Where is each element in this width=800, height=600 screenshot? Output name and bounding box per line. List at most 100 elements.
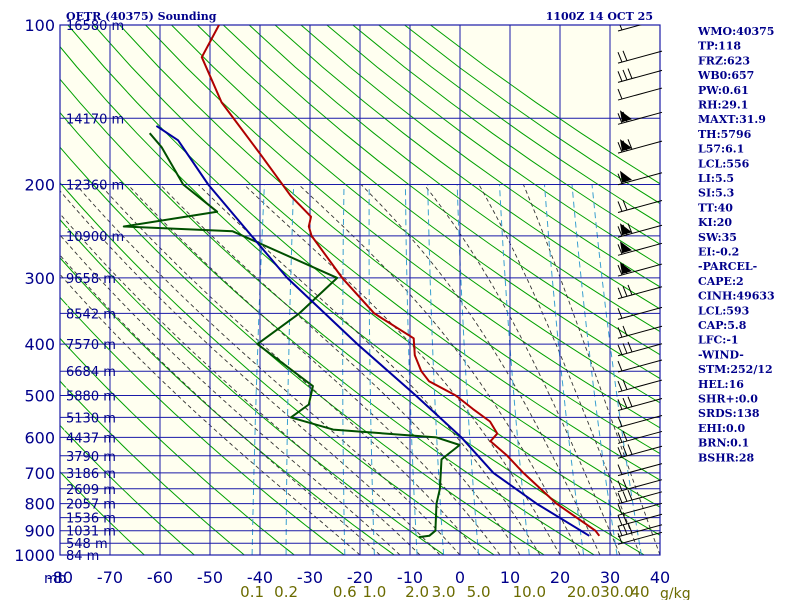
stat-line: CINH:49633: [698, 290, 775, 303]
height-label: 1031 m: [66, 525, 116, 540]
wind-barb: [617, 415, 663, 429]
stat-line: -PARCEL-: [698, 260, 757, 273]
stat-line: SHR+:0.0: [698, 393, 758, 406]
wind-barb: [617, 513, 663, 527]
moist-adiabat-line: [243, 184, 561, 555]
height-labels: 16580 m 14170 m 12360 m 10900 m 9658 m 8542 m…: [64, 17, 124, 564]
pressure-tick-label: 600: [24, 428, 55, 447]
mixing-ratio-tick-label: 0.2: [274, 583, 298, 600]
pressure-tick-label: 900: [24, 522, 55, 541]
height-label: 1536 m: [66, 512, 116, 527]
wind-barb: [617, 489, 663, 505]
mixing-ratio-line: [404, 184, 418, 555]
mixing-ratio-tick-label: 0.6: [333, 583, 357, 600]
stat-line: FRZ:623: [698, 54, 750, 67]
pressure-tick-label: 800: [24, 495, 55, 514]
temperature-tick-label: -60: [147, 568, 173, 587]
moist-adiabat-line: [60, 273, 361, 555]
mixing-ratio-tick-label: 10.0: [513, 583, 546, 600]
temperature-tick-label: 0: [455, 568, 465, 587]
wind-barb: [617, 325, 663, 339]
wind-barb: [617, 463, 663, 477]
mixing-ratio-line: [342, 184, 346, 555]
stat-line: -WIND-: [698, 348, 744, 361]
height-label: 5130 m: [66, 411, 116, 426]
mixing-ratio-line: [285, 184, 295, 555]
station-title: OETR (40375) Sounding: [66, 10, 217, 23]
wind-barb: [617, 170, 663, 186]
mixing-ratio-labels: 0.1 0.2 0.6 1.0 2.0 3.0 5.0 10.0 20.0 30.040: [240, 583, 649, 600]
stat-line: TP:118: [698, 40, 741, 53]
temperature-axis-labels: -80 -70 -60 -50 -40 -30 -20 -10 0 10 20 30 40: [47, 568, 670, 587]
height-label: 7570 m: [66, 338, 116, 353]
pressure-tick-label: 300: [24, 269, 55, 288]
mixing-ratio-line: [368, 184, 375, 555]
height-label: 3186 m: [66, 467, 116, 482]
height-label: 16580 m: [66, 19, 124, 34]
pressure-tick-label: 700: [24, 464, 55, 483]
wind-barb: [617, 110, 663, 125]
mixing-ratio-tick-label: 3.0: [432, 583, 456, 600]
pressure-tick-label: 1000: [14, 546, 55, 565]
wind-barb: [617, 379, 663, 393]
height-label: 3790 m: [66, 450, 116, 465]
pressure-tick-label: 100: [24, 16, 55, 35]
stat-line: HEL:16: [698, 378, 744, 391]
mixing-ratio-tick-label: 2.0: [405, 583, 429, 600]
stat-line: STM:252/12: [698, 363, 773, 376]
wind-barb: [617, 25, 642, 32]
height-label: 84 m: [66, 549, 99, 564]
height-label: 5880 m: [66, 390, 116, 405]
temperature-tick-label: -80: [47, 568, 73, 587]
mixing-ratio-tick-label: 1.0: [362, 583, 386, 600]
wind-barb: [617, 68, 663, 83]
mixing-ratio-line: [456, 184, 480, 555]
wind-barb: [617, 531, 663, 545]
mixing-ratio-tick-label: 5.0: [467, 583, 491, 600]
wind-barb: [617, 241, 663, 256]
pressure-unit-label: mb: [44, 571, 67, 587]
height-label: 10900 m: [66, 230, 124, 245]
stat-line: SI:5.3: [698, 187, 734, 200]
stat-line: BSHR:28: [698, 451, 754, 464]
mixing-ratio-unit-label: g/kg: [660, 586, 691, 600]
temperature-tick-label: -30: [297, 568, 323, 587]
wind-barb: [617, 223, 663, 238]
stat-line: WB0:657: [697, 69, 754, 82]
height-label: 2057 m: [66, 498, 116, 513]
stat-line: TH:5796: [698, 128, 752, 141]
stat-line: KI:20: [698, 216, 732, 229]
temperature-tick-label: 20: [550, 568, 570, 587]
plot-frame: [59, 24, 661, 556]
wind-barb: [617, 396, 663, 411]
height-label: 4437 m: [66, 431, 116, 446]
wind-barb: [617, 284, 663, 300]
mixing-ratio-lines: [251, 184, 642, 555]
stat-line: LFC:-1: [698, 334, 739, 347]
temperature-tick-label: -70: [97, 568, 123, 587]
stat-line: LCL:556: [698, 157, 750, 170]
height-label: 8542 m: [66, 307, 116, 322]
mixing-ratio-line: [427, 184, 445, 555]
mixing-ratio-line: [544, 184, 585, 555]
mixing-ratio-tick-label: 0.1: [240, 583, 264, 600]
mixing-ratio-line: [251, 184, 265, 555]
stat-line: EI:-0.2: [698, 246, 739, 259]
sounding-time: 1100Z 14 OCT 25: [546, 10, 653, 23]
height-label: 14170 m: [66, 112, 124, 127]
stat-line: PW:0.61: [698, 84, 749, 97]
sounding-traces: [122, 25, 601, 539]
temperature-tick-label: -40: [247, 568, 273, 587]
wind-barb: [617, 306, 663, 320]
pressure-axis-labels: 100 200 300 400 500 600 700 800 900 1000: [14, 16, 55, 565]
temperature-tick-label: -50: [197, 568, 223, 587]
pressure-tick-label: 500: [24, 387, 55, 406]
stat-line: EHI:0.0: [698, 422, 745, 435]
height-label: 12360 m: [66, 179, 124, 194]
wind-barb: [617, 139, 663, 154]
stat-line: RH:29.1: [698, 99, 748, 112]
wind-barb: [617, 522, 663, 538]
stat-line: CAP:5.8: [698, 319, 747, 332]
wind-barb: [617, 430, 663, 444]
